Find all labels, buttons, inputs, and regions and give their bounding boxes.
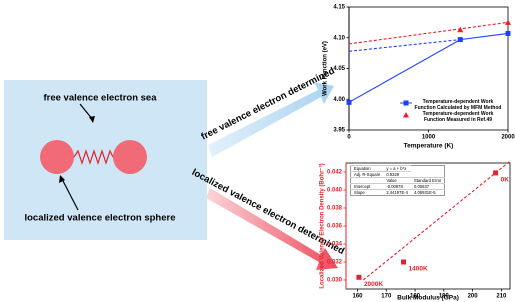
legend-item: Temperature-dependent Work Function Meas… [400, 112, 504, 123]
x-axis-label: Bulk Modulus (GPa) [397, 295, 459, 302]
marker [347, 100, 352, 105]
x-tick-label: 2000 [501, 135, 515, 141]
inset-column: Standard Error [411, 178, 445, 184]
inset-cell: Adj. R-Square [351, 172, 384, 178]
point-label: 2000K [364, 281, 383, 288]
y-tick-label: 0.032 [327, 260, 343, 266]
x-tick-label: 170 [381, 294, 392, 300]
y-tick-label: 4.00 [333, 97, 345, 103]
point-label: 0K [501, 177, 510, 184]
inset-cell: 4.08931E-5 [411, 190, 445, 196]
y-tick-label: 4.05 [333, 66, 345, 72]
figure: free valence electron sea localized vale… [0, 0, 515, 302]
legend-label: Temperature-dependent Work Function Meas… [412, 112, 504, 123]
legend-label: Temperature-dependent Work Function Calc… [412, 100, 504, 111]
y-tick-label: 0.038 [327, 206, 343, 212]
y-tick-label: 0.042 [327, 170, 343, 176]
x-tick-label: 0 [347, 135, 351, 141]
electron-sphere [40, 140, 74, 174]
marker [403, 112, 409, 118]
x-tick-label: 160 [353, 294, 364, 300]
diagram-label: localized valence electron sphere [24, 213, 175, 224]
marker [401, 260, 406, 265]
marker [404, 101, 409, 106]
y-axis-label: Localized Valence Electron Density (Bohr… [319, 163, 326, 288]
series-line [349, 33, 508, 102]
x-axis-label: Temperature (K) [404, 143, 454, 150]
x-tick-label: 210 [496, 294, 507, 300]
diagram-label: free valence electron sea [43, 93, 157, 104]
inset-cell: Slope [351, 190, 384, 196]
y-tick-label: 4.15 [333, 5, 345, 11]
y-tick-label: 0.030 [327, 278, 343, 284]
y-tick-label: 0.040 [327, 188, 343, 194]
legend-key [400, 100, 412, 106]
marker [356, 275, 361, 280]
series-line [349, 22, 508, 44]
y-axis-label: Work Function (eV) [323, 41, 329, 96]
x-tick-label: 200 [468, 294, 479, 300]
legend-key [400, 112, 412, 118]
canvas: free valence electron sea localized vale… [0, 0, 515, 302]
y-tick-label: 4.10 [333, 35, 345, 41]
point-label: 1400K [409, 266, 428, 273]
y-tick-label: 0.036 [327, 224, 343, 230]
y-tick-label: 3.95 [333, 128, 345, 134]
marker [505, 19, 511, 25]
marker [506, 31, 511, 36]
arrow-label: free valence electron determined [199, 65, 336, 142]
electron-sphere [113, 140, 147, 174]
inset-cell: 2.44197E-4 [383, 190, 411, 196]
red-arrow [206, 188, 338, 270]
x-tick-label: 1000 [422, 135, 436, 141]
legend: Temperature-dependent Work Function Calc… [400, 100, 504, 124]
legend-item: Temperature-dependent Work Function Calc… [400, 100, 504, 111]
y-tick-label: 0.034 [327, 242, 343, 248]
